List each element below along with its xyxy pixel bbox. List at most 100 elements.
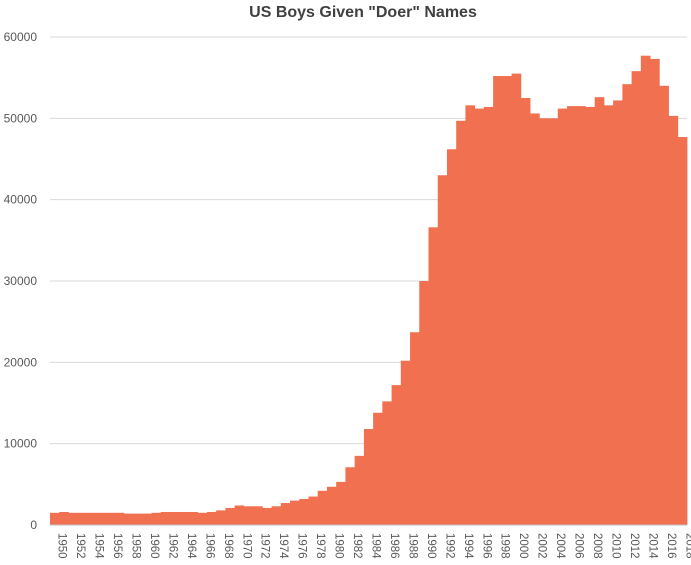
x-tick-label: 1982 bbox=[351, 533, 363, 559]
bar-2012 bbox=[622, 84, 633, 525]
bar-1962 bbox=[160, 511, 171, 525]
bar-2016 bbox=[659, 85, 669, 526]
x-tick-label: 2010 bbox=[610, 533, 622, 559]
bar-1983 bbox=[354, 455, 365, 525]
x-tick-label: 1968 bbox=[222, 533, 234, 559]
x-axis-tick-labels: 1950 1952 1954 1956 1958 1960 1962 1964 1966 1968… bbox=[56, 533, 691, 559]
x-tick-label: 1994 bbox=[462, 533, 474, 559]
x-tick-label: 1976 bbox=[296, 533, 308, 559]
bar-1967 bbox=[206, 511, 217, 525]
bar-2008 bbox=[585, 106, 596, 526]
bar-1975 bbox=[280, 503, 291, 525]
bar-2014 bbox=[640, 55, 651, 525]
x-tick-label: 1954 bbox=[93, 533, 105, 559]
bar-2018 bbox=[677, 137, 688, 526]
y-tick-label: 20000 bbox=[4, 355, 38, 369]
bar-2003 bbox=[539, 118, 549, 525]
bar-1950 bbox=[50, 512, 60, 525]
bar-1990 bbox=[419, 281, 429, 525]
bar-1987 bbox=[391, 385, 402, 525]
bar-1972 bbox=[253, 506, 263, 525]
bar-2010 bbox=[603, 105, 614, 525]
x-tick-label: 1974 bbox=[277, 533, 289, 559]
x-tick-label: 1962 bbox=[166, 533, 178, 559]
bar-1982 bbox=[345, 467, 356, 525]
bar-1953 bbox=[77, 512, 88, 525]
bar-1995 bbox=[465, 105, 476, 525]
bar-2011 bbox=[613, 100, 623, 525]
x-tick-label: 1966 bbox=[203, 533, 215, 559]
x-tick-label: 2000 bbox=[517, 533, 529, 559]
bar-1993 bbox=[446, 149, 457, 526]
bar-1984 bbox=[363, 429, 374, 525]
x-tick-label: 1952 bbox=[74, 533, 86, 559]
x-tick-label: 1996 bbox=[480, 533, 492, 559]
y-axis-tick-labels: 0 10000 20000 30000 40000 50000 60000 bbox=[4, 30, 38, 532]
bar-1955 bbox=[96, 512, 106, 525]
x-tick-label: 1958 bbox=[129, 533, 141, 559]
bar-2005 bbox=[557, 108, 568, 525]
bar-1999 bbox=[502, 76, 512, 525]
y-tick-label: 50000 bbox=[4, 111, 38, 125]
bar-1994 bbox=[456, 120, 466, 526]
y-tick-label: 60000 bbox=[4, 30, 38, 44]
x-tick-label: 2012 bbox=[628, 533, 640, 559]
y-tick-label: 40000 bbox=[4, 193, 38, 207]
bar-1991 bbox=[428, 227, 439, 525]
y-tick-label: 0 bbox=[30, 518, 37, 532]
bar-1986 bbox=[382, 401, 392, 525]
bar-1977 bbox=[299, 498, 309, 525]
bar-1969 bbox=[225, 507, 236, 525]
x-tick-label: 1986 bbox=[388, 533, 400, 559]
x-tick-label: 1956 bbox=[111, 533, 123, 559]
x-tick-label: 1972 bbox=[259, 533, 271, 559]
bar-1963 bbox=[170, 511, 180, 525]
bar-1976 bbox=[290, 500, 300, 525]
y-tick-label: 30000 bbox=[4, 274, 38, 288]
bar-1978 bbox=[308, 496, 319, 525]
bar-2015 bbox=[650, 58, 660, 526]
bar-2009 bbox=[594, 97, 605, 525]
bar-1973 bbox=[262, 507, 272, 525]
bar-2000 bbox=[511, 73, 522, 525]
bar-1980 bbox=[326, 486, 337, 525]
y-tick-label: 10000 bbox=[4, 437, 38, 451]
bar-2001 bbox=[520, 98, 531, 525]
x-tick-label: 1988 bbox=[406, 533, 418, 559]
bars bbox=[50, 55, 688, 526]
bar-1958 bbox=[123, 513, 134, 525]
bar-2006 bbox=[566, 106, 577, 525]
bar-2002 bbox=[530, 113, 540, 525]
x-tick-label: 2008 bbox=[591, 533, 603, 559]
bar-1979 bbox=[317, 490, 328, 525]
x-tick-label: 1990 bbox=[425, 533, 437, 559]
bar-1957 bbox=[114, 512, 125, 525]
bar-1992 bbox=[437, 175, 448, 525]
x-tick-label: 1984 bbox=[370, 533, 382, 559]
bar-1964 bbox=[179, 511, 189, 525]
x-tick-label: 2006 bbox=[573, 533, 585, 559]
bar-1960 bbox=[142, 513, 152, 525]
x-tick-label: 1960 bbox=[148, 533, 160, 559]
bar-1954 bbox=[86, 512, 97, 525]
bar-1966 bbox=[197, 512, 208, 525]
x-tick-label: 1964 bbox=[185, 533, 197, 559]
x-tick-label: 2018 bbox=[683, 533, 691, 559]
bar-1959 bbox=[133, 513, 143, 525]
x-tick-label: 1998 bbox=[499, 533, 511, 559]
bar-1952 bbox=[68, 512, 79, 525]
x-tick-label: 2002 bbox=[536, 533, 548, 559]
bar-1985 bbox=[373, 412, 383, 525]
x-tick-label: 1950 bbox=[56, 533, 68, 559]
bar-1961 bbox=[151, 512, 162, 525]
chart-title: US Boys Given "Doer" Names bbox=[249, 4, 477, 21]
x-tick-label: 2014 bbox=[646, 533, 658, 559]
x-tick-label: 1978 bbox=[314, 533, 326, 559]
bar-1968 bbox=[216, 510, 226, 525]
bar-1956 bbox=[105, 512, 116, 525]
bar-1971 bbox=[243, 506, 254, 525]
bar-2004 bbox=[548, 118, 559, 525]
bar-1996 bbox=[474, 108, 485, 525]
bar-2013 bbox=[631, 71, 642, 525]
